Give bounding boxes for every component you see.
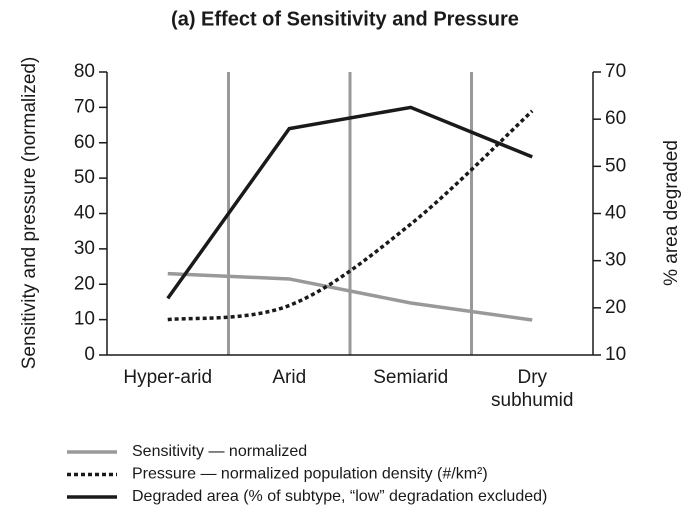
- y2-tick-label: 60: [605, 108, 626, 129]
- x-tick-label: Semiarid: [373, 367, 449, 388]
- y2-tick-label: 30: [605, 250, 626, 271]
- legend-label: Degraded area (% of subtype, “low” degra…: [132, 488, 547, 505]
- chart-title: (a) Effect of Sensitivity and Pressure: [171, 8, 519, 30]
- y2-tick-label: 70: [605, 61, 626, 82]
- x-tick-label: Dry subhumid: [491, 367, 574, 411]
- y2-tick-label: 40: [605, 203, 626, 224]
- y-tick-label: 50: [74, 167, 95, 188]
- series-line: [167, 271, 533, 322]
- y2-tick-label: 50: [605, 155, 626, 176]
- y-tick-label: 60: [74, 132, 95, 153]
- y-tick-label: 20: [74, 273, 95, 294]
- x-tick-label: Hyper-arid: [123, 367, 213, 388]
- y-axis-label: Sensitivity and pressure (normalized): [19, 57, 40, 370]
- y-tick-label: 10: [74, 309, 95, 330]
- legend-label: Sensitivity — normalized: [132, 443, 307, 460]
- y-tick-label: 70: [74, 96, 95, 117]
- y-tick-label: 40: [74, 203, 95, 224]
- x-tick-label: Arid: [272, 367, 307, 388]
- y2-tick-label: 10: [605, 344, 626, 365]
- series-line: [166, 105, 533, 300]
- legend-label: Pressure — normalized population density…: [132, 466, 488, 483]
- series-line: [167, 109, 534, 322]
- y-tick-label: 30: [74, 238, 95, 259]
- y2-tick-label: 20: [605, 297, 626, 318]
- y-tick-label: 80: [74, 61, 95, 82]
- y2-axis-label: % area degraded: [661, 140, 682, 286]
- y-tick-label: 0: [84, 344, 95, 365]
